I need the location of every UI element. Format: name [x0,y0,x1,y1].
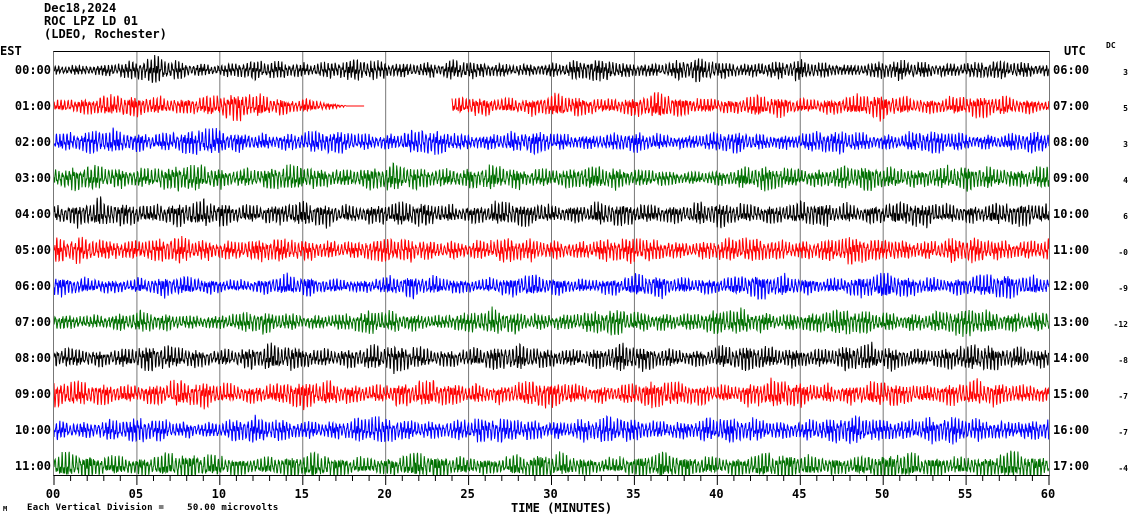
utc-time-label: 15:00 [1053,387,1090,401]
trace-line [54,196,1049,229]
est-time-label: 04:00 [14,207,51,221]
seismogram-plot [53,51,1050,476]
trace-line [54,93,347,122]
dc-offset-value: 5 [1123,104,1128,113]
dc-offset-value: 3 [1123,68,1128,77]
trace-line [54,162,1049,192]
x-axis-tick-label: 45 [792,487,807,501]
trace-line [54,306,1049,337]
x-axis-tick-label: 00 [45,487,61,501]
utc-time-label: 16:00 [1053,423,1090,437]
station-code: ROC LPZ LD 01 [44,14,138,28]
utc-time-label: 07:00 [1053,99,1090,113]
utc-time-label: 09:00 [1053,171,1090,185]
x-axis-tick-label: 20 [377,487,392,501]
est-time-label: 07:00 [14,315,51,329]
title-block: Dec18,2024 ROC LPZ LD 01 (LDEO, Rocheste… [44,2,167,41]
dc-offset-value: 3 [1123,140,1128,149]
trace-line [54,450,1049,475]
est-time-label: 06:00 [14,279,51,293]
dc-offset-value: -12 [1113,320,1128,329]
utc-time-label: 10:00 [1053,207,1090,221]
est-time-label: 11:00 [14,459,51,473]
x-axis-title: TIME (MINUTES) [511,501,613,515]
x-axis-tick-label: 10 [211,487,227,501]
x-axis-tick-label: 15 [294,487,309,501]
dc-offset-value: -7 [1118,392,1128,401]
est-time-label: 05:00 [14,243,51,257]
trace-line [54,377,1049,411]
x-axis-tick-label: 05 [128,487,144,501]
trace-line [54,54,1049,83]
corner-mark: M [3,505,8,513]
dc-offset-value: -9 [1118,284,1128,293]
trace-line [54,127,1049,156]
est-time-label: 10:00 [14,423,51,437]
est-time-label: 00:00 [14,63,51,77]
x-axis-tick-label: 55 [957,487,973,501]
utc-time-label: 11:00 [1053,243,1090,257]
x-axis-tick-label: 50 [874,487,890,501]
trace-line [54,235,1049,265]
dc-offset-value: -4 [1118,464,1128,473]
utc-time-label: 08:00 [1053,135,1090,149]
trace-line [54,272,1049,300]
utc-time-label: 14:00 [1053,351,1090,365]
record-date: Dec18,2024 [44,1,117,15]
x-axis-tick-label: 60 [1040,487,1056,501]
est-time-label: 09:00 [14,387,51,401]
dc-offset-value: -0 [1118,248,1128,257]
x-axis-tick-label: 35 [626,487,641,501]
trace-line [451,92,1049,122]
x-axis-tick-label: 30 [543,487,558,501]
utc-time-label: 13:00 [1053,315,1090,329]
est-time-label: 01:00 [14,99,51,113]
dc-offset-value: 4 [1123,176,1128,185]
trace-line [54,341,1049,375]
est-axis-header: EST [0,44,22,58]
station-network: (LDEO, Rochester) [44,27,167,41]
trace-line [54,414,1049,445]
x-axis-ticks [53,476,1050,485]
trace-canvas [54,52,1049,475]
est-time-label: 03:00 [14,171,51,185]
utc-axis-header: UTC [1064,44,1086,58]
dc-offset-value: -7 [1118,428,1128,437]
dc-offset-value: 6 [1123,212,1128,221]
utc-time-label: 06:00 [1053,63,1090,77]
est-time-label: 08:00 [14,351,51,365]
x-axis-tick-label: 25 [460,487,475,501]
utc-time-label: 17:00 [1053,459,1090,473]
utc-time-label: 12:00 [1053,279,1090,293]
scale-note: Each Vertical Division = 50.00 microvolt… [27,503,279,513]
dc-offset-value: -8 [1118,356,1128,365]
est-time-label: 02:00 [14,135,51,149]
dc-axis-header: DC [1106,41,1116,50]
x-axis-tick-label: 40 [709,487,724,501]
